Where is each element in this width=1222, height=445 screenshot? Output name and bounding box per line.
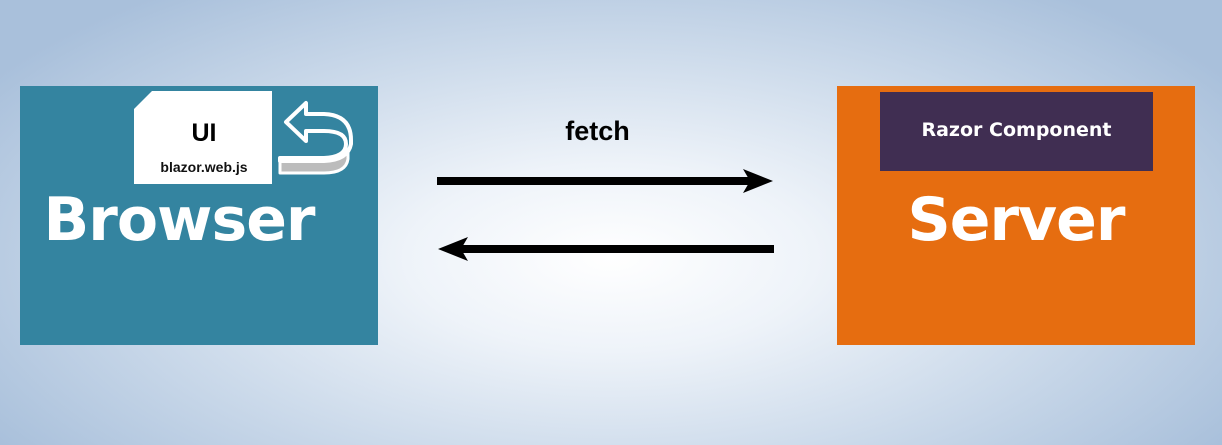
razor-component-label: Razor Component bbox=[921, 119, 1112, 141]
refresh-arrow-icon bbox=[278, 101, 353, 175]
request-arrow bbox=[437, 169, 773, 193]
response-arrow bbox=[438, 237, 774, 261]
script-file-label: blazor.web.js bbox=[160, 159, 248, 175]
fetch-label: fetch bbox=[565, 116, 630, 146]
document-icon: UI blazor.web.js bbox=[134, 91, 272, 184]
ui-label: UI bbox=[191, 119, 217, 147]
browser-title: Browser bbox=[43, 185, 316, 255]
razor-component-box bbox=[880, 92, 1153, 171]
server-title: Server bbox=[907, 185, 1126, 255]
